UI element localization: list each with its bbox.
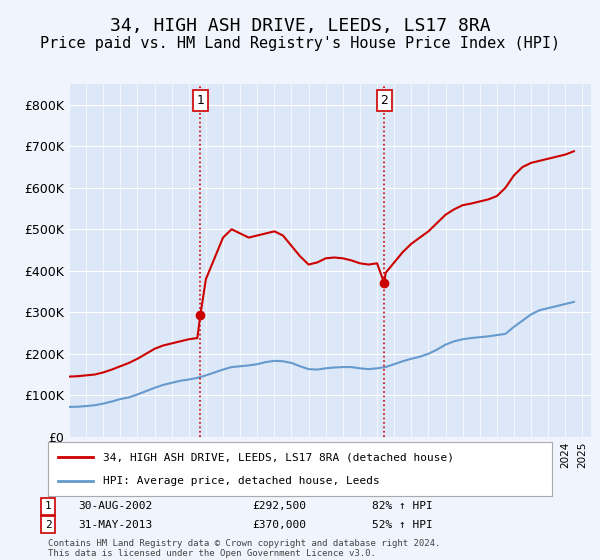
Text: 30-AUG-2002: 30-AUG-2002 bbox=[78, 501, 152, 511]
Text: HPI: Average price, detached house, Leeds: HPI: Average price, detached house, Leed… bbox=[103, 475, 380, 486]
Text: 34, HIGH ASH DRIVE, LEEDS, LS17 8RA (detached house): 34, HIGH ASH DRIVE, LEEDS, LS17 8RA (det… bbox=[103, 452, 454, 463]
Text: Price paid vs. HM Land Registry's House Price Index (HPI): Price paid vs. HM Land Registry's House … bbox=[40, 36, 560, 52]
Text: Contains HM Land Registry data © Crown copyright and database right 2024.
This d: Contains HM Land Registry data © Crown c… bbox=[48, 539, 440, 558]
Text: £292,500: £292,500 bbox=[252, 501, 306, 511]
Text: 34, HIGH ASH DRIVE, LEEDS, LS17 8RA: 34, HIGH ASH DRIVE, LEEDS, LS17 8RA bbox=[110, 17, 490, 35]
Text: 1: 1 bbox=[196, 94, 204, 107]
Text: 82% ↑ HPI: 82% ↑ HPI bbox=[372, 501, 433, 511]
Text: 31-MAY-2013: 31-MAY-2013 bbox=[78, 520, 152, 530]
Text: 1: 1 bbox=[44, 501, 52, 511]
Text: 2: 2 bbox=[380, 94, 388, 107]
Text: £370,000: £370,000 bbox=[252, 520, 306, 530]
Text: 2: 2 bbox=[44, 520, 52, 530]
Text: 52% ↑ HPI: 52% ↑ HPI bbox=[372, 520, 433, 530]
